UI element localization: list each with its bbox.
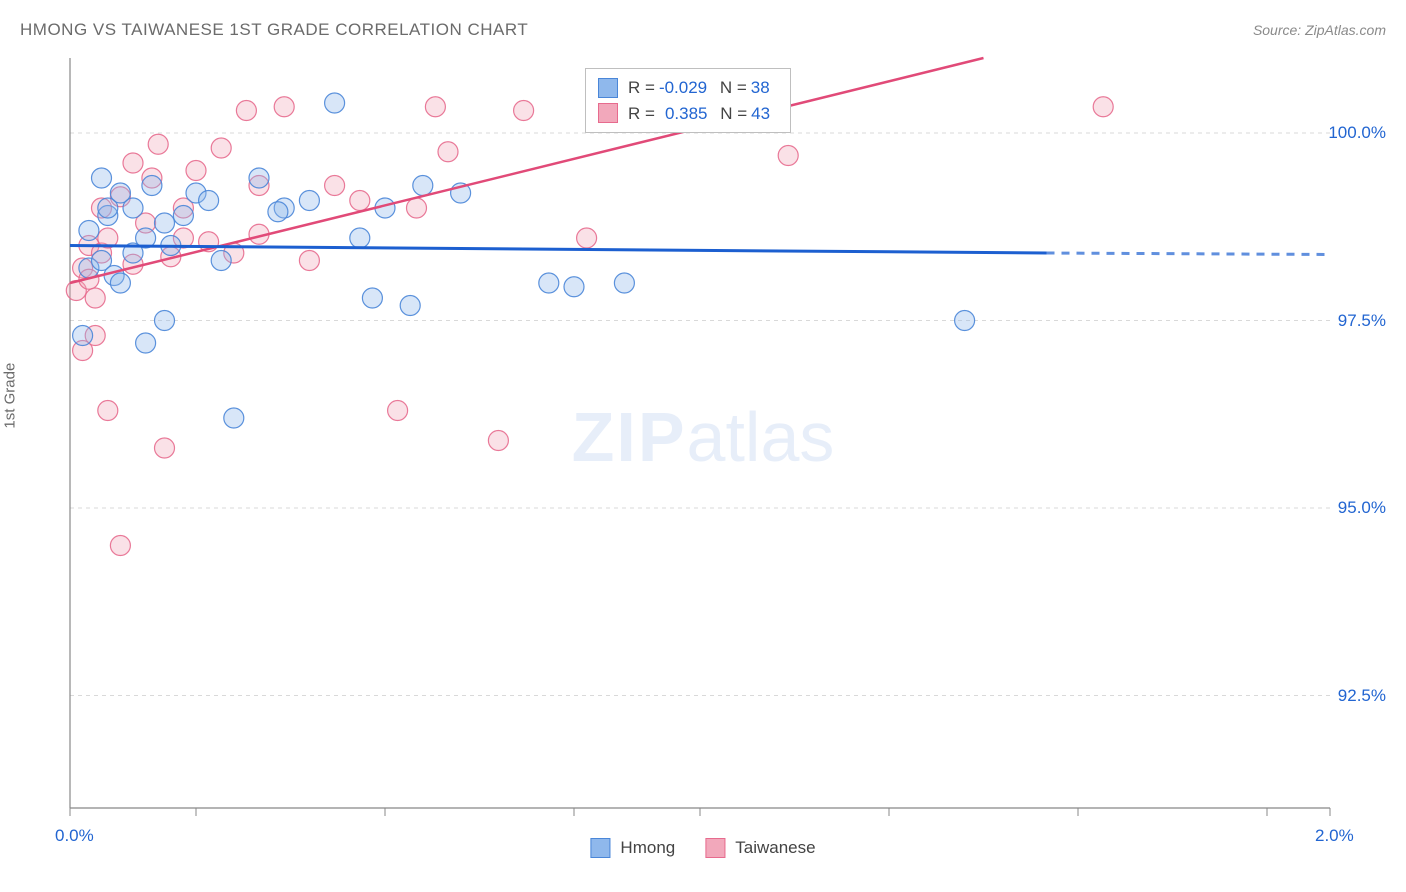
r-value-hmong: -0.029 xyxy=(659,75,707,101)
n-value-hmong: 38 xyxy=(751,75,770,101)
swatch-hmong xyxy=(598,78,618,98)
y-tick-label: 97.5% xyxy=(1338,311,1386,331)
legend-label-taiwanese: Taiwanese xyxy=(735,838,815,858)
correlation-legend: R = -0.029 N = 38 R = 0.385 N = 43 xyxy=(585,68,791,133)
source-label: Source: ZipAtlas.com xyxy=(1253,22,1386,38)
y-tick-label: 100.0% xyxy=(1328,123,1386,143)
y-tick-label: 92.5% xyxy=(1338,686,1386,706)
swatch-taiwanese xyxy=(598,103,618,123)
r-label: R = xyxy=(628,75,655,101)
x-tick-label: 2.0% xyxy=(1315,826,1354,846)
title-row: HMONG VS TAIWANESE 1ST GRADE CORRELATION… xyxy=(20,20,1386,40)
scatter-chart xyxy=(20,48,1386,858)
swatch-taiwanese xyxy=(705,838,725,858)
x-tick-label: 0.0% xyxy=(55,826,94,846)
legend-row-taiwanese: R = 0.385 N = 43 xyxy=(598,101,778,127)
legend-row-hmong: R = -0.029 N = 38 xyxy=(598,75,778,101)
r-value-taiwanese: 0.385 xyxy=(665,101,708,127)
n-label: N = xyxy=(715,101,747,127)
chart-container: HMONG VS TAIWANESE 1ST GRADE CORRELATION… xyxy=(20,20,1386,872)
series-legend: Hmong Taiwanese xyxy=(590,838,815,858)
n-value-taiwanese: 43 xyxy=(751,101,770,127)
plot-area: 1st Grade ZIPatlas R = -0.029 N = 38 R =… xyxy=(20,48,1386,858)
legend-item-taiwanese: Taiwanese xyxy=(705,838,815,858)
y-axis-label: 1st Grade xyxy=(2,363,19,429)
chart-title: HMONG VS TAIWANESE 1ST GRADE CORRELATION… xyxy=(20,20,528,40)
swatch-hmong xyxy=(590,838,610,858)
r-label: R = xyxy=(628,101,655,127)
legend-label-hmong: Hmong xyxy=(620,838,675,858)
n-label: N = xyxy=(715,75,747,101)
y-tick-label: 95.0% xyxy=(1338,498,1386,518)
legend-item-hmong: Hmong xyxy=(590,838,675,858)
